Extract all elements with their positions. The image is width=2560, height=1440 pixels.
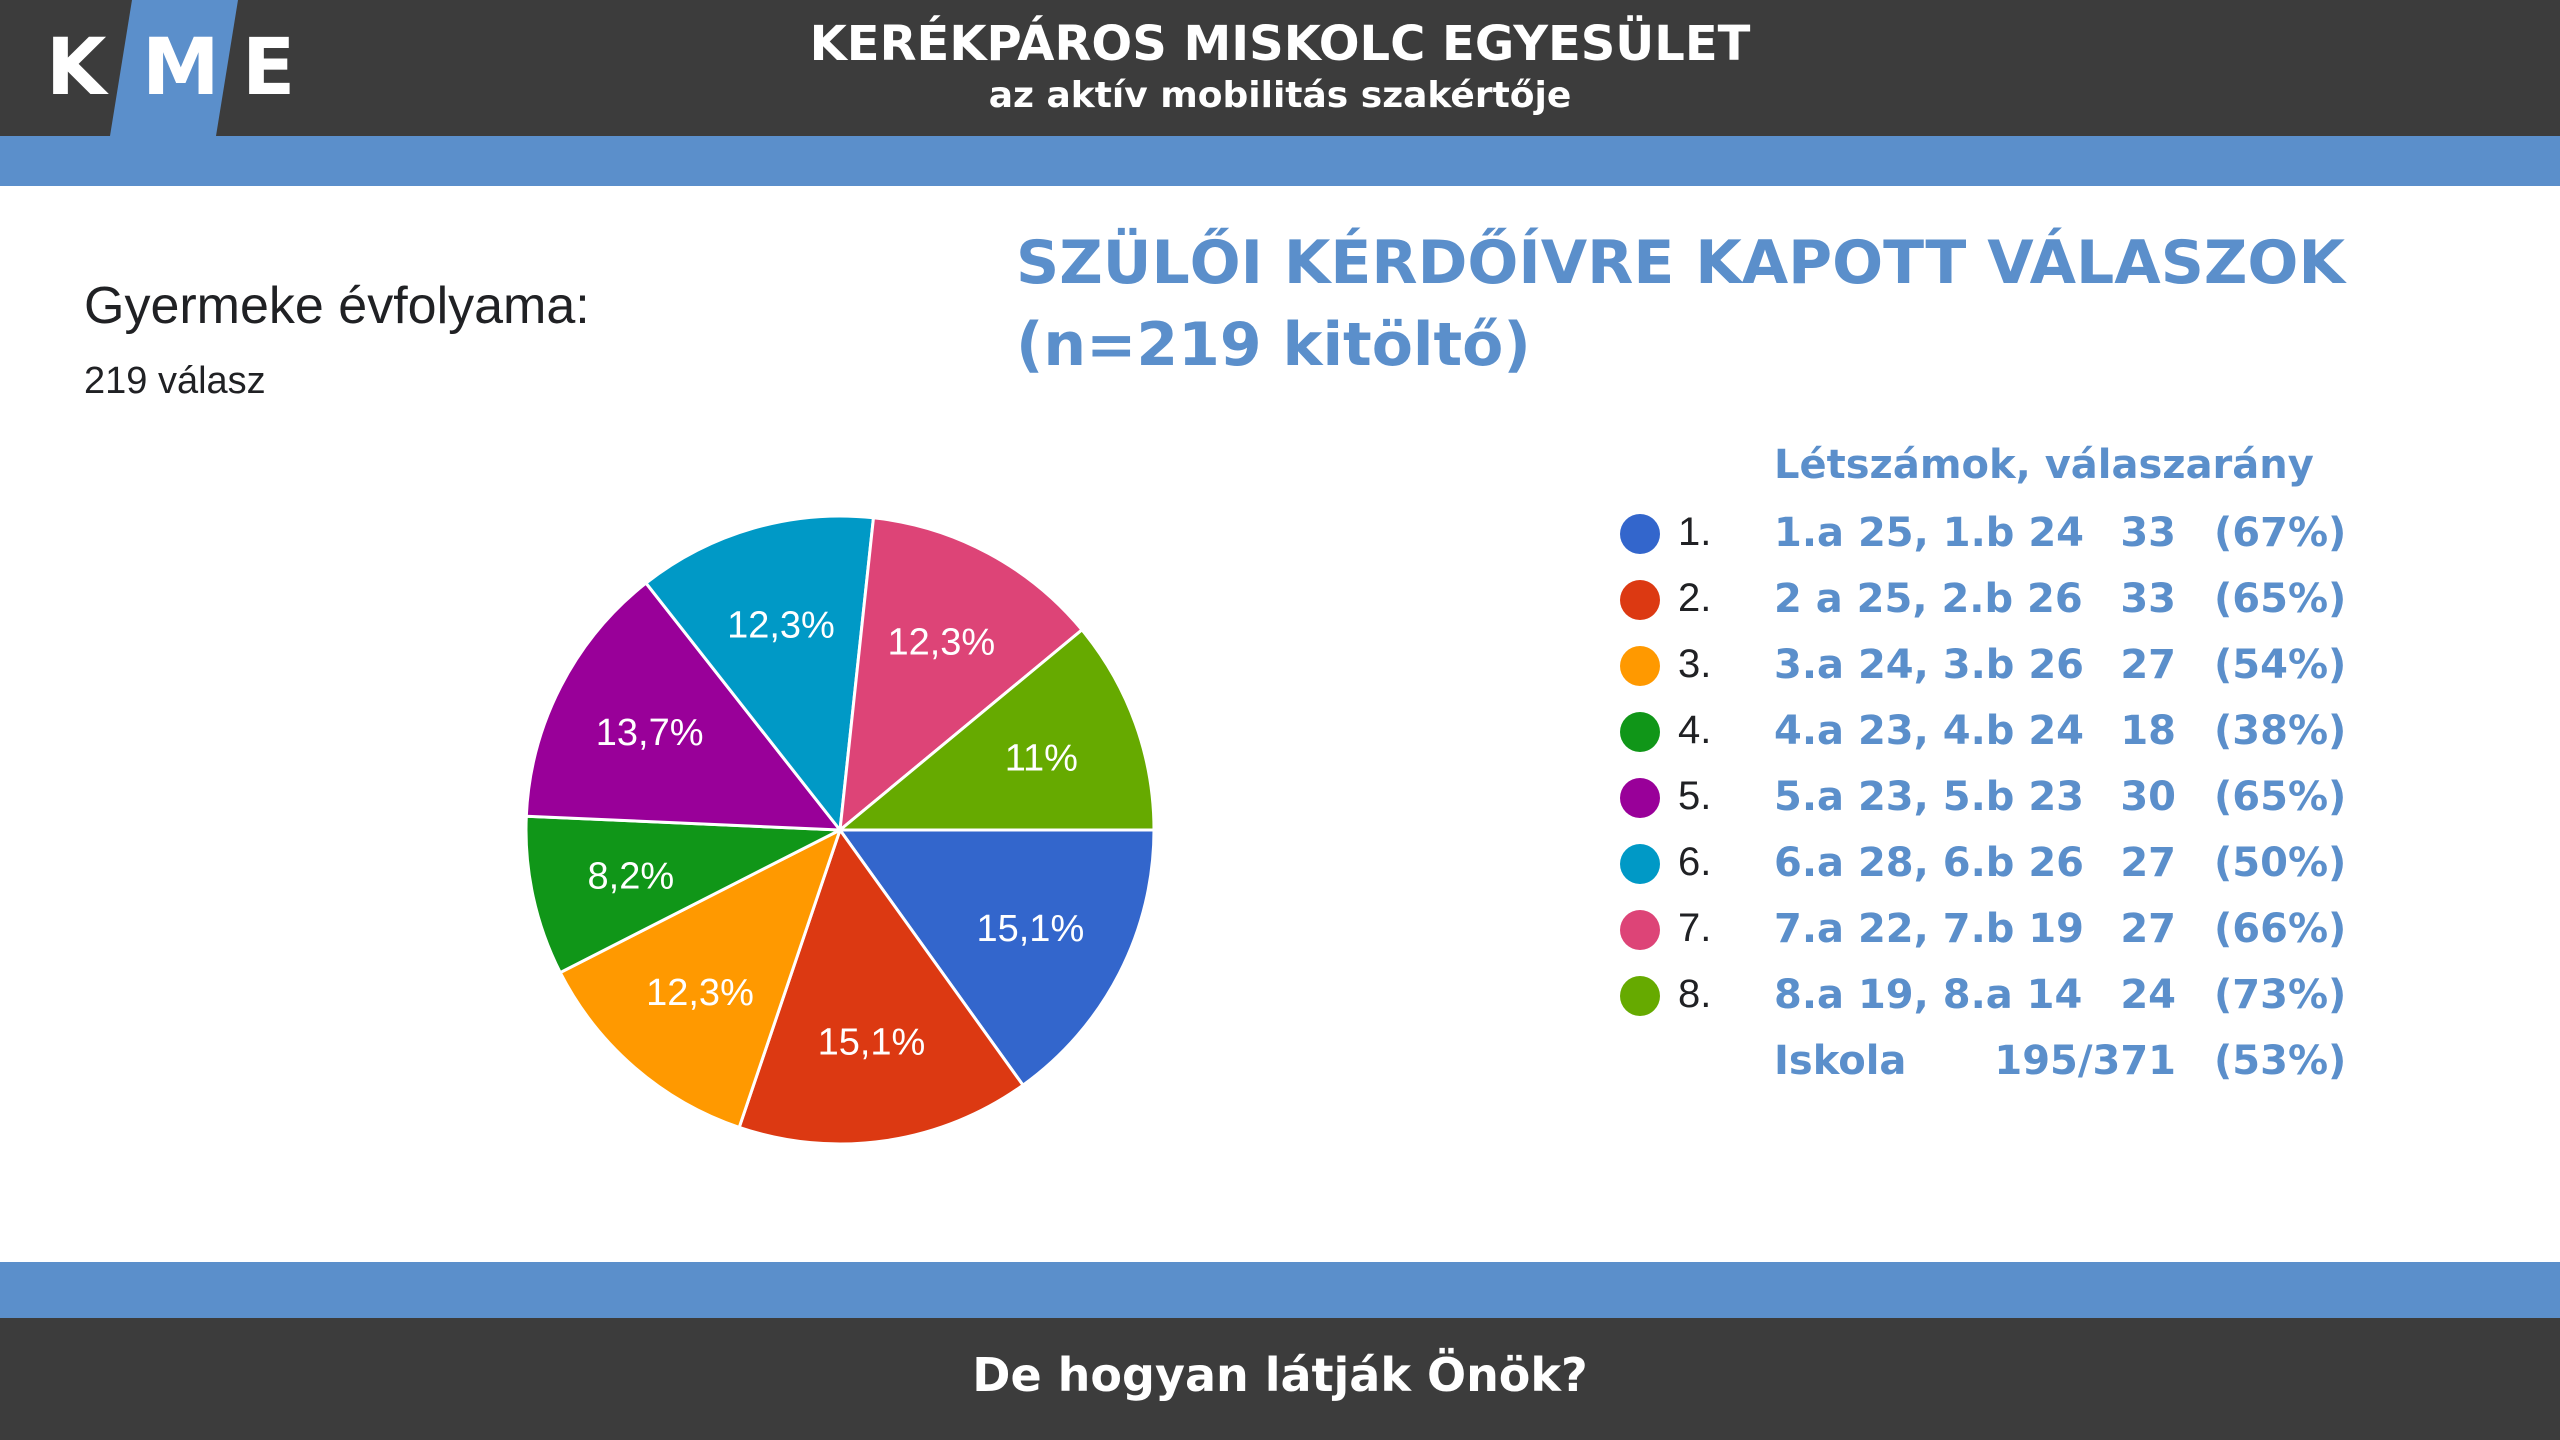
legend-label-7: 7. xyxy=(1678,906,1712,950)
class-sizes-7: 7.a 22, 7.b 19 xyxy=(1774,906,2084,952)
pie-slice-2 xyxy=(737,826,1026,1146)
class-sizes-8: 8.a 19, 8.a 14 xyxy=(1774,972,2083,1018)
response-count-2: 33 xyxy=(2120,576,2176,622)
legend-dot-1 xyxy=(1620,514,1660,554)
response-rate-7: (66%) xyxy=(2214,906,2347,952)
class-sizes-4: 4.a 23, 4.b 24 xyxy=(1774,708,2084,754)
logo-parallelogram xyxy=(110,0,238,136)
response-count: 219 válasz xyxy=(84,360,266,402)
response-rate-4: (38%) xyxy=(2214,708,2347,754)
legend-row-6: 6. 6.a 28, 6.b 26 27 (50%) xyxy=(1616,836,2516,896)
response-count-4: 18 xyxy=(2120,708,2176,754)
logo-letter-k: K xyxy=(46,23,107,113)
legend-dot-5 xyxy=(1620,778,1660,818)
main-title-line2: (n=219 kitöltő) xyxy=(1016,310,1531,380)
pie-label-5: 13,7% xyxy=(596,712,704,754)
legend-label-2: 2. xyxy=(1678,576,1712,620)
pie-slice-8 xyxy=(835,627,1156,832)
legend-label-1: 1. xyxy=(1678,510,1712,554)
school-total-label: Iskola xyxy=(1774,1038,1907,1084)
legend-dot-7 xyxy=(1620,910,1660,950)
legend-row-2: 2. 2 a 25, 2.b 26 33 (65%) xyxy=(1616,572,2516,632)
legend-dot-3 xyxy=(1620,646,1660,686)
class-sizes-3: 3.a 24, 3.b 26 xyxy=(1774,642,2084,688)
pie-label-8: 11% xyxy=(1005,738,1078,780)
response-count-8: 24 xyxy=(2120,972,2176,1018)
logo-letter-m: M xyxy=(142,23,220,113)
pie-label-2: 15,1% xyxy=(818,1022,926,1064)
response-rate-2: (65%) xyxy=(2214,576,2347,622)
legend-dot-6 xyxy=(1620,844,1660,884)
class-sizes-5: 5.a 23, 5.b 23 xyxy=(1774,774,2084,820)
legend-row-7: 7. 7.a 22, 7.b 19 27 (66%) xyxy=(1616,902,2516,962)
form-question: Gyermeke évfolyama: xyxy=(84,277,590,335)
school-total-rate: (53%) xyxy=(2214,1038,2347,1084)
footer-bar xyxy=(0,1318,2560,1440)
legend-row-8: 8. 8.a 19, 8.a 14 24 (73%) xyxy=(1616,968,2516,1028)
response-count-1: 33 xyxy=(2120,510,2176,556)
logo-letter-e: E xyxy=(242,23,296,113)
class-sizes-2: 2 a 25, 2.b 26 xyxy=(1774,576,2083,622)
header-subtitle: az aktív mobilitás szakértője xyxy=(988,75,1572,116)
legend-label-5: 5. xyxy=(1678,774,1712,818)
header-bar xyxy=(0,0,2560,136)
legend-dot-4 xyxy=(1620,712,1660,752)
response-count-5: 30 xyxy=(2120,774,2176,820)
class-sizes-6: 6.a 28, 6.b 26 xyxy=(1774,840,2084,886)
pie-slice-1 xyxy=(837,828,1156,1088)
pie-slice-4 xyxy=(524,814,846,975)
response-rate-5: (65%) xyxy=(2214,774,2347,820)
pie-label-4: 8,2% xyxy=(588,855,675,897)
main-title: SZÜLŐI KÉRDŐÍVRE KAPOTT VÁLASZOK (n=219 … xyxy=(1016,222,2516,386)
legend-dot-8 xyxy=(1620,976,1660,1016)
pie-label-7: 12,3% xyxy=(887,622,995,664)
legend-label-6: 6. xyxy=(1678,840,1712,884)
response-count-3: 27 xyxy=(2120,642,2176,688)
pie-slice-7 xyxy=(838,516,1085,834)
header-stripe xyxy=(0,136,2560,186)
response-count-7: 27 xyxy=(2120,906,2176,952)
response-rate-8: (73%) xyxy=(2214,972,2347,1018)
pie-slice-6 xyxy=(643,514,876,834)
response-rate-3: (54%) xyxy=(2214,642,2347,688)
response-rate-1: (67%) xyxy=(2214,510,2347,556)
legend-label-8: 8. xyxy=(1678,972,1712,1016)
pie-label-3: 12,3% xyxy=(646,972,754,1014)
footer-text: De hogyan látják Önök? xyxy=(972,1348,1588,1402)
class-sizes-1: 1.a 25, 1.b 24 xyxy=(1774,510,2084,556)
pie-chart: 15,1% 15,1% 12,3% 8,2% 13,7% 12,3% 12,3% 11% xyxy=(524,514,1156,1146)
legend-row-total: Iskola 195/371 (53%) xyxy=(1616,1034,2516,1094)
footer-stripe xyxy=(0,1262,2560,1318)
pie-slice-3 xyxy=(558,826,843,1130)
header-title: KERÉKPÁROS MISKOLC EGYESÜLET xyxy=(809,16,1751,72)
legend-row-3: 3. 3.a 24, 3.b 26 27 (54%) xyxy=(1616,638,2516,698)
pie-label-1: 15,1% xyxy=(976,908,1084,950)
pie-label-6: 12,3% xyxy=(727,604,835,646)
legend-label-3: 3. xyxy=(1678,642,1712,686)
kme-logo: K M E xyxy=(0,0,340,136)
pie-slice-5 xyxy=(524,580,844,832)
legend-label-4: 4. xyxy=(1678,708,1712,752)
response-rate-6: (50%) xyxy=(2214,840,2347,886)
school-total-count: 195/371 xyxy=(1994,1038,2176,1084)
legend-dot-2 xyxy=(1620,580,1660,620)
legend-row-4: 4. 4.a 23, 4.b 24 18 (38%) xyxy=(1616,704,2516,764)
response-count-6: 27 xyxy=(2120,840,2176,886)
legend-row-5: 5. 5.a 23, 5.b 23 30 (65%) xyxy=(1616,770,2516,830)
main-title-line1: SZÜLŐI KÉRDŐÍVRE KAPOTT VÁLASZOK xyxy=(1016,228,2345,298)
table-header: Létszámok, válaszarány xyxy=(1774,442,2314,488)
legend-row-1: 1. 1.a 25, 1.b 24 33 (67%) xyxy=(1616,506,2516,566)
